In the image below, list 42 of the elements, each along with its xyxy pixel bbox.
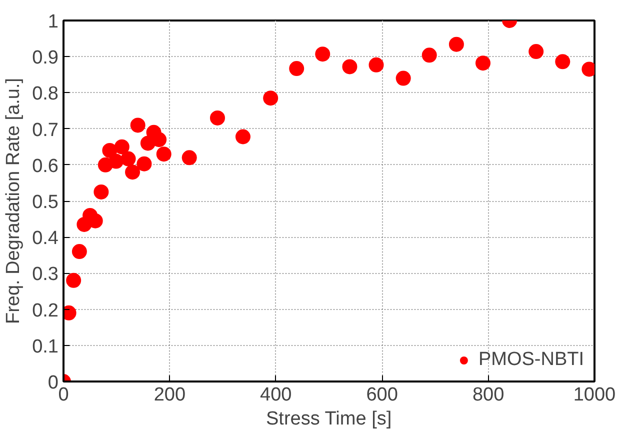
point (125, 164, 140, 180)
x-tick-label: 600 (366, 384, 398, 406)
y-tick-label: 0.2 (32, 300, 59, 322)
legend-label: PMOS-NBTI (478, 349, 584, 371)
point (289, 61, 304, 76)
y-tick-label: 0.4 (32, 228, 59, 250)
point (422, 48, 437, 63)
y-tick-label: 0.6 (32, 156, 59, 177)
point (66, 272, 82, 288)
y-tick-label: 0.8 (32, 84, 59, 105)
point (72, 244, 87, 260)
point (263, 90, 278, 106)
point (108, 154, 124, 169)
y-tick-label: 1 (48, 12, 59, 32)
point (210, 110, 225, 126)
point (235, 129, 250, 144)
point (114, 139, 130, 154)
x-tick-label: 800 (472, 384, 504, 406)
point (136, 156, 152, 172)
point (528, 44, 544, 60)
point (120, 151, 136, 166)
point (182, 150, 197, 166)
x-axis-title: Stress Time [s] (266, 408, 392, 430)
point (130, 118, 146, 133)
y-tick-label: 0.7 (32, 120, 59, 141)
y-axis-title: Freq. Degradation Rate [a.u.] (3, 78, 24, 324)
y-tick-label: 0.3 (32, 264, 59, 286)
x-tick-label: 200 (154, 384, 186, 406)
point (94, 184, 109, 200)
point (475, 56, 490, 71)
y-tick-label: 0.9 (32, 48, 59, 69)
point (396, 70, 411, 86)
x-tick-label: 1000 (573, 384, 616, 406)
point (368, 57, 384, 72)
point (342, 59, 358, 74)
point (555, 54, 570, 70)
x-tick-label: 400 (260, 384, 292, 406)
point (156, 146, 172, 162)
point (448, 36, 464, 52)
y-tick-label: 0.1 (32, 336, 59, 358)
y-tick-label: 0.5 (32, 192, 59, 213)
point (315, 46, 330, 62)
